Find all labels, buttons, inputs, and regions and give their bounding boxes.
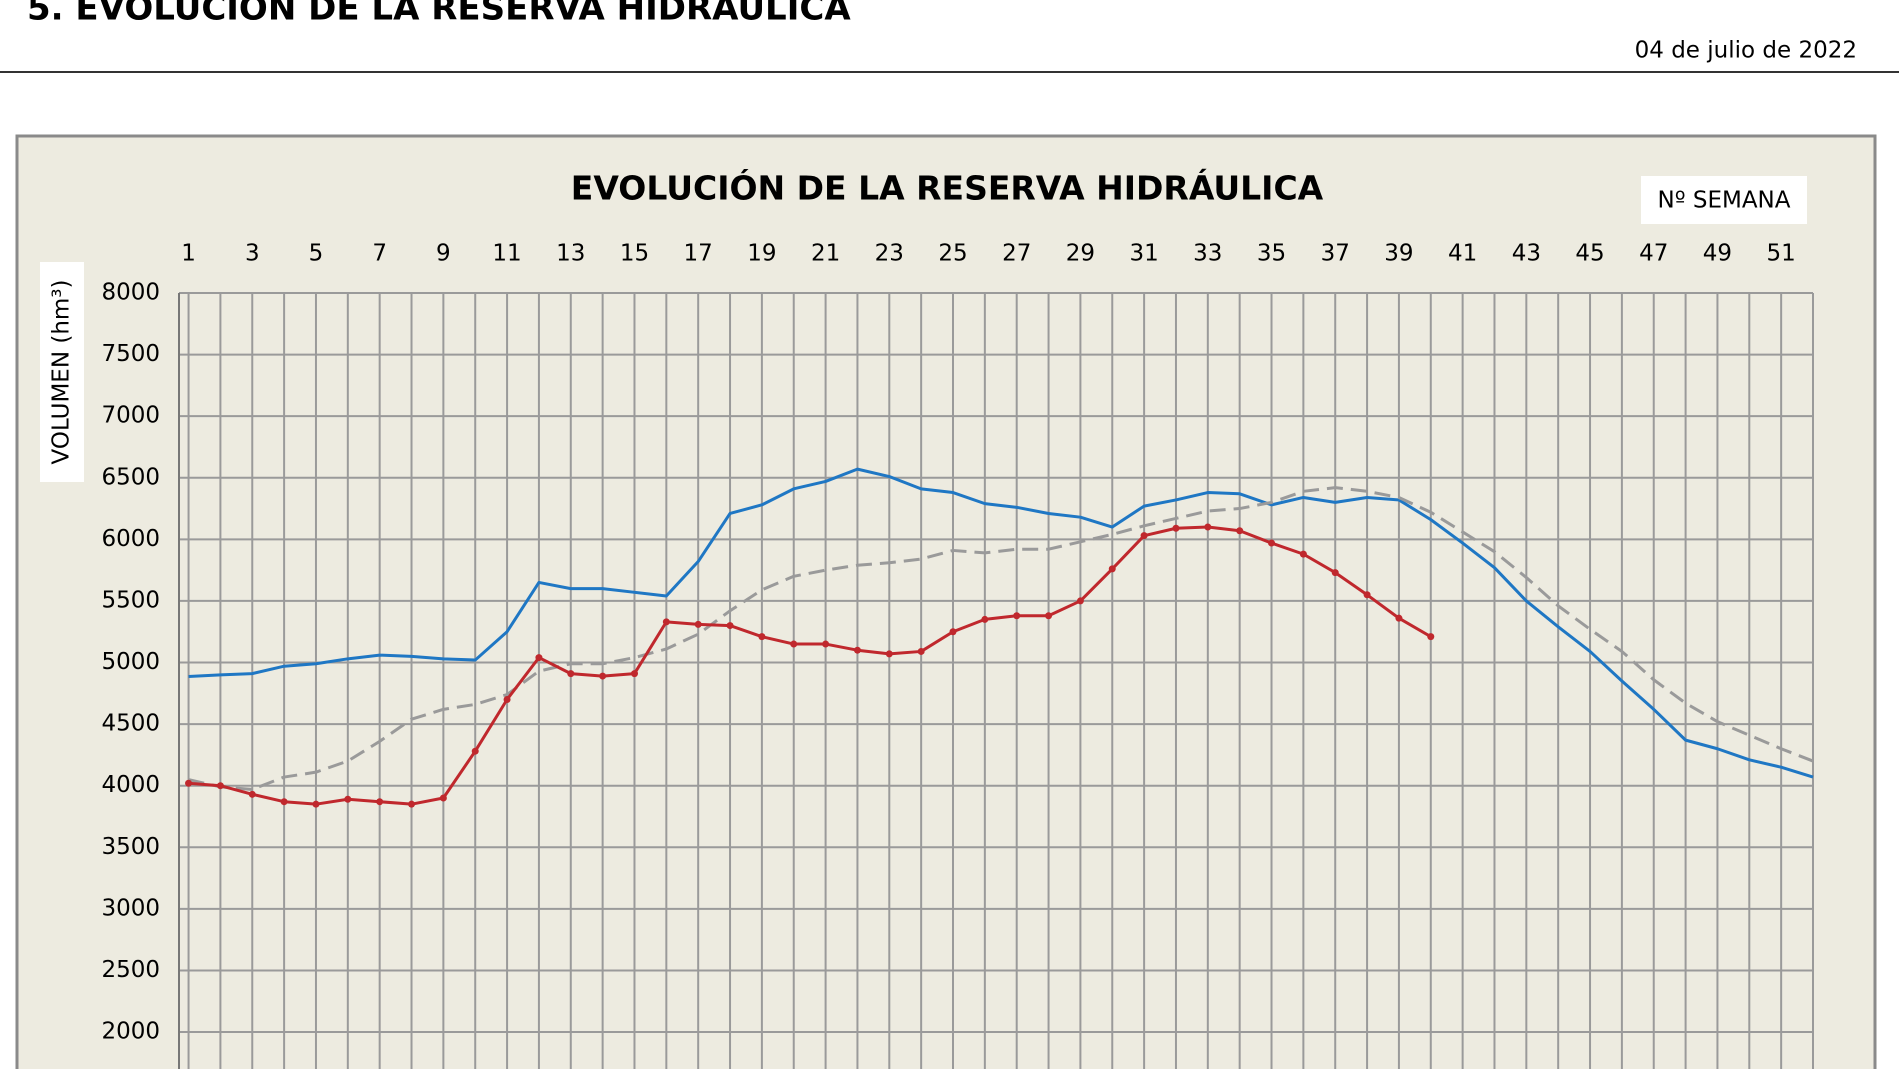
point-marker (1363, 591, 1371, 599)
x-tick-label: 11 (492, 241, 521, 267)
point-marker (885, 650, 893, 658)
point-marker (599, 672, 607, 680)
point-marker (822, 640, 830, 648)
point-marker (1045, 612, 1053, 620)
point-marker (471, 747, 479, 755)
point-marker (1076, 597, 1084, 605)
x-tick-label: 19 (747, 241, 776, 267)
x-tick-label: 7 (372, 241, 387, 267)
x-tick-label: 51 (1767, 241, 1796, 267)
y-tick-label: 3500 (101, 834, 160, 860)
x-tick-label: 33 (1193, 241, 1222, 267)
y-tick-label: 6500 (101, 464, 160, 490)
chart-frame (15, 134, 1877, 1069)
x-tick-label: 13 (556, 241, 585, 267)
y-label-box (40, 262, 84, 482)
point-marker (790, 640, 798, 648)
x-tick-label: 37 (1321, 241, 1350, 267)
point-marker (662, 618, 670, 626)
point-marker (312, 800, 320, 808)
point-marker (1427, 633, 1435, 641)
point-marker (439, 794, 447, 802)
x-tick-label: 43 (1512, 241, 1541, 267)
point-marker (917, 647, 925, 655)
x-tick-label: 15 (620, 241, 649, 267)
x-tick-label: 3 (245, 241, 260, 267)
report-date: 04 de julio de 2022 (1635, 38, 1857, 64)
point-marker (1268, 539, 1276, 547)
x-tick-label: 39 (1384, 241, 1413, 267)
page-title: 5. EVOLUCIÓN DE LA RESERVA HIDRÁULICA (27, 0, 851, 29)
series-line (188, 486, 1814, 791)
series-line (188, 467, 1814, 779)
point-marker (853, 646, 861, 654)
y-tick-label: 6000 (101, 526, 160, 552)
y-tick-label: 5000 (101, 649, 160, 675)
point-marker (535, 654, 543, 662)
y-tick-label: 7500 (101, 341, 160, 367)
x-tick-label: 47 (1639, 241, 1668, 267)
x-tick-label: 41 (1448, 241, 1477, 267)
point-marker (344, 795, 352, 803)
x-tick-label: 17 (684, 241, 713, 267)
y-axis-label: VOLUMEN (hm³) (49, 280, 75, 465)
point-marker (280, 798, 288, 806)
series-line (188, 525, 1432, 806)
y-tick-label: 4000 (101, 772, 160, 798)
point-marker (694, 620, 702, 628)
point-marker (758, 633, 766, 641)
point-marker (1140, 532, 1148, 540)
point-marker (726, 622, 734, 630)
y-tick-label: 5500 (101, 587, 160, 613)
point-marker (1108, 565, 1116, 573)
point-marker (376, 798, 384, 806)
point-marker (949, 628, 957, 636)
point-marker (503, 695, 511, 703)
x-tick-label: 49 (1703, 241, 1732, 267)
point-marker (1299, 550, 1307, 558)
x-tick-label: 27 (1002, 241, 1031, 267)
point-marker (630, 670, 638, 678)
point-marker (567, 670, 575, 678)
x-tick-label: 21 (811, 241, 840, 267)
x-tick-label: 23 (875, 241, 904, 267)
x-tick-label: 5 (309, 241, 324, 267)
point-marker (216, 782, 224, 790)
x-tick-label: 1 (181, 241, 196, 267)
x-label-box (1641, 176, 1807, 224)
point-marker (1013, 612, 1021, 620)
y-tick-label: 7000 (101, 403, 160, 429)
x-tick-label: 45 (1575, 241, 1604, 267)
point-marker (1172, 524, 1180, 532)
point-marker (248, 790, 256, 798)
y-tick-label: 4500 (101, 711, 160, 737)
x-axis-label: Nº SEMANA (1657, 188, 1790, 214)
point-marker (981, 615, 989, 623)
y-tick-label: 8000 (101, 280, 160, 306)
chart-title: EVOLUCIÓN DE LA RESERVA HIDRÁULICA (571, 168, 1324, 208)
x-tick-label: 25 (938, 241, 967, 267)
x-tick-label: 35 (1257, 241, 1286, 267)
x-tick-label: 31 (1129, 241, 1158, 267)
point-marker (1204, 523, 1212, 531)
y-tick-label: 3000 (101, 895, 160, 921)
point-marker (1331, 569, 1339, 577)
y-tick-label: 2500 (101, 957, 160, 983)
point-marker (1236, 527, 1244, 535)
y-tick-label: 2000 (101, 1019, 160, 1045)
point-marker (185, 779, 193, 787)
point-marker (408, 800, 416, 808)
x-tick-label: 29 (1066, 241, 1095, 267)
point-marker (1395, 614, 1403, 622)
plot-area: 2000 2500 3000 3500 4000 4500 5000 5500 6000 6500… (101, 241, 1814, 1069)
x-tick-label: 9 (436, 241, 451, 267)
